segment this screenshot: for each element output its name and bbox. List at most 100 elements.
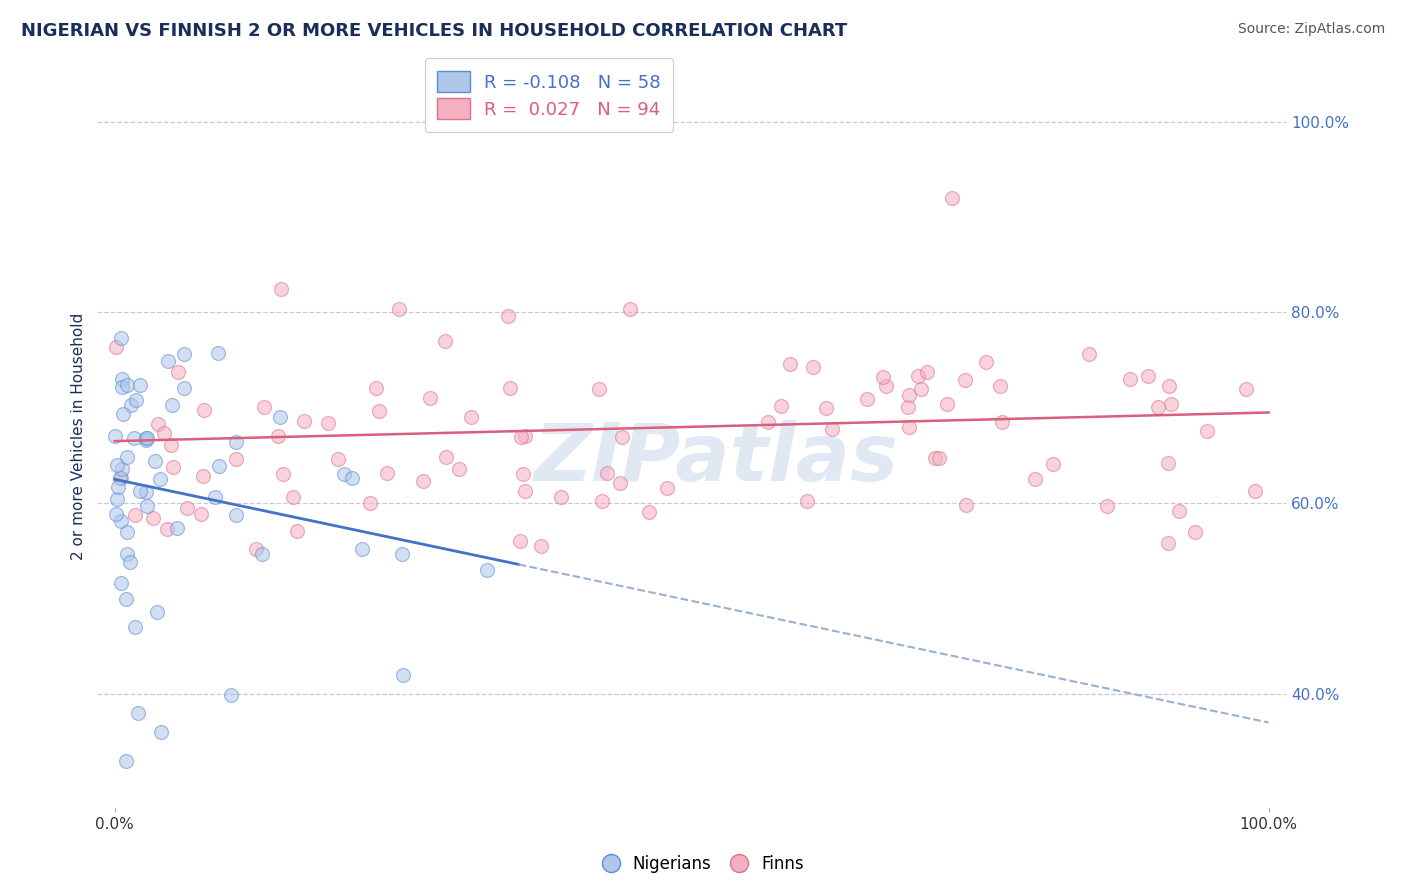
Point — [115, 450, 138, 464]
Point — [596, 466, 619, 480]
Point — [156, 354, 179, 368]
Point — [104, 428, 127, 442]
Point — [779, 357, 801, 371]
Point — [204, 491, 226, 505]
Point — [173, 347, 195, 361]
Point — [148, 417, 170, 431]
Point — [814, 401, 837, 415]
Point — [124, 508, 146, 522]
Point — [1160, 397, 1182, 411]
Point — [955, 373, 977, 387]
Point — [193, 402, 215, 417]
Point — [107, 480, 129, 494]
Point — [105, 458, 128, 472]
Point — [419, 391, 441, 405]
Point — [153, 425, 176, 440]
Point — [115, 547, 138, 561]
Point — [120, 555, 142, 569]
Point — [509, 430, 531, 444]
Point — [120, 398, 142, 412]
Point — [609, 475, 631, 490]
Point — [125, 392, 148, 407]
Point — [108, 471, 131, 485]
Point — [136, 431, 159, 445]
Point — [941, 191, 963, 205]
Point — [111, 462, 134, 476]
Point — [756, 416, 779, 430]
Point — [269, 410, 291, 425]
Point — [898, 387, 921, 401]
Point — [208, 459, 231, 474]
Point — [936, 397, 959, 411]
Point — [191, 469, 214, 483]
Point — [955, 498, 977, 512]
Point — [897, 401, 920, 415]
Point — [166, 521, 188, 535]
Point — [512, 467, 534, 482]
Point — [328, 452, 350, 467]
Point — [271, 467, 294, 481]
Point — [1234, 382, 1257, 396]
Point — [135, 431, 157, 445]
Point — [110, 372, 132, 386]
Point — [1167, 504, 1189, 518]
Y-axis label: 2 or more Vehicles in Household: 2 or more Vehicles in Household — [72, 313, 86, 560]
Point — [821, 422, 844, 436]
Point — [991, 415, 1014, 429]
Point — [368, 404, 391, 418]
Point — [434, 334, 457, 348]
Point — [149, 472, 172, 486]
Point — [253, 401, 276, 415]
Point — [350, 541, 373, 556]
Point — [1159, 379, 1181, 393]
Point — [388, 301, 411, 316]
Point — [136, 500, 159, 514]
Point — [509, 533, 531, 548]
Point — [801, 359, 824, 374]
Point — [591, 494, 613, 508]
Point — [359, 495, 381, 509]
Point — [1184, 525, 1206, 540]
Point — [412, 474, 434, 488]
Point — [460, 410, 482, 425]
Point — [1157, 456, 1180, 470]
Point — [1095, 499, 1118, 513]
Point — [928, 450, 950, 465]
Point — [111, 380, 134, 394]
Point — [1243, 484, 1265, 499]
Point — [225, 434, 247, 449]
Point — [924, 450, 946, 465]
Point — [530, 539, 553, 553]
Point — [1147, 400, 1170, 414]
Point — [910, 382, 932, 396]
Point — [375, 467, 398, 481]
Point — [988, 379, 1011, 393]
Point — [250, 547, 273, 561]
Point — [872, 370, 894, 384]
Point — [333, 467, 356, 481]
Point — [496, 309, 519, 323]
Point — [146, 605, 169, 619]
Point — [190, 507, 212, 521]
Point — [796, 493, 818, 508]
Point — [142, 511, 165, 525]
Point — [447, 462, 470, 476]
Point — [392, 668, 415, 682]
Point — [104, 340, 127, 354]
Point — [917, 365, 939, 379]
Point — [976, 355, 998, 369]
Point — [856, 392, 879, 407]
Point — [550, 491, 572, 505]
Point — [612, 430, 634, 444]
Point — [769, 399, 792, 413]
Point — [637, 505, 659, 519]
Point — [225, 451, 247, 466]
Point — [1024, 472, 1046, 486]
Point — [1042, 457, 1064, 471]
Text: Source: ZipAtlas.com: Source: ZipAtlas.com — [1237, 22, 1385, 37]
Point — [907, 369, 929, 384]
Point — [285, 524, 308, 538]
Point — [366, 381, 388, 395]
Point — [115, 377, 138, 392]
Point — [342, 470, 364, 484]
